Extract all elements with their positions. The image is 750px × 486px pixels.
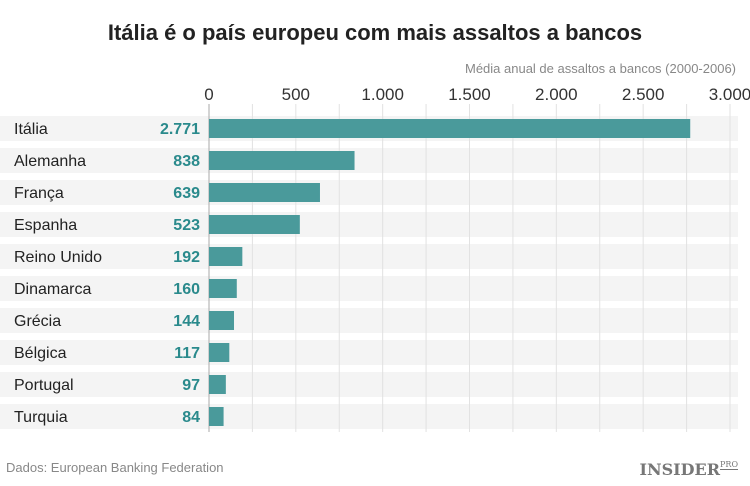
axis-label: Média anual de assaltos a bancos (2000-2… [464, 61, 736, 76]
row-stripe [0, 276, 738, 301]
bar [209, 183, 320, 202]
tick-label: 2.500 [622, 85, 665, 104]
category-label: Turquia [14, 409, 68, 426]
bar [209, 407, 224, 426]
tick-label: 2.000 [535, 85, 578, 104]
bar-chart: 0 500 1.000 1.500 2.000 2.500 3.000 Itália 2.771… [0, 85, 750, 432]
row-stripe [0, 404, 738, 429]
source-note: Dados: European Banking Federation [6, 460, 224, 475]
category-label: Dinamarca [14, 281, 91, 298]
category-label: Reino Unido [14, 249, 102, 266]
row-stripe [0, 340, 738, 365]
tick-label: 0 [204, 85, 213, 104]
tick-label: 3.000 [709, 85, 750, 104]
row-stripe [0, 148, 738, 173]
bar [209, 247, 243, 266]
value-label: 192 [173, 249, 200, 266]
bar [209, 375, 226, 394]
category-label: Alemanha [14, 153, 86, 170]
tick-label: 1.500 [448, 85, 491, 104]
row-stripe [0, 372, 738, 397]
value-label: 838 [173, 153, 200, 170]
bar [209, 215, 300, 234]
category-label: Bélgica [14, 345, 67, 362]
row-stripe [0, 180, 738, 205]
category-label: Portugal [14, 377, 74, 394]
category-label: Itália [14, 121, 48, 138]
row-stripe [0, 212, 738, 237]
category-label: França [14, 185, 64, 202]
insider-pro-logo: INSIDERPRO [639, 460, 738, 479]
row-stripe [0, 244, 738, 269]
tick-label: 500 [282, 85, 310, 104]
row-stripe [0, 308, 738, 333]
value-label: 639 [173, 185, 200, 202]
bar [209, 151, 355, 170]
chart-title: Itália é o país europeu com mais assalto… [107, 20, 643, 45]
value-label: 117 [174, 345, 200, 362]
category-label: Grécia [14, 313, 61, 330]
bar [209, 343, 230, 362]
value-label: 97 [182, 377, 200, 394]
tick-label: 1.000 [361, 85, 404, 104]
bar [209, 119, 691, 138]
bar [209, 311, 235, 330]
value-label: 2.771 [160, 121, 200, 138]
value-label: 84 [182, 409, 200, 426]
value-label: 523 [173, 217, 200, 234]
category-label: Espanha [14, 217, 77, 234]
value-label: 144 [173, 313, 200, 330]
bar [209, 279, 237, 298]
value-label: 160 [173, 281, 200, 298]
